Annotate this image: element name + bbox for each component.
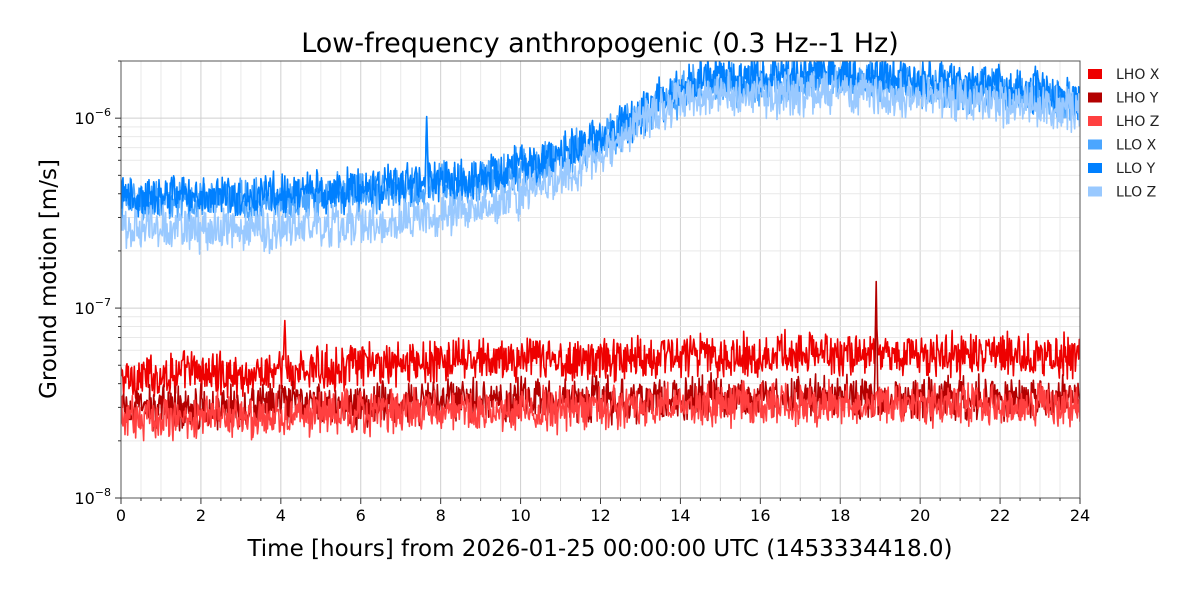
legend-label: LHO Y bbox=[1116, 91, 1159, 107]
x-tick-label: 18 bbox=[830, 506, 850, 525]
legend-swatch bbox=[1088, 116, 1102, 126]
series-line-lho-x bbox=[121, 319, 1080, 399]
y-tick-label: 10−6 bbox=[74, 106, 111, 128]
series-line-lho-z bbox=[121, 378, 1080, 442]
legend-swatch bbox=[1088, 163, 1102, 173]
legend-swatch bbox=[1088, 139, 1102, 150]
x-tick-label: 14 bbox=[670, 506, 690, 525]
series-layer bbox=[121, 61, 1080, 442]
x-tick-label: 16 bbox=[750, 506, 770, 525]
legend-swatch bbox=[1088, 69, 1102, 79]
chart-title: Low-frequency anthropogenic (0.3 Hz--1 H… bbox=[301, 28, 899, 59]
legend-label: LLO Y bbox=[1116, 161, 1156, 177]
legend-swatch bbox=[1088, 92, 1102, 103]
legend-label: LLO X bbox=[1116, 138, 1157, 154]
y-axis-label: Ground motion [m/s] bbox=[36, 159, 62, 399]
y-tick-label: 10−7 bbox=[74, 296, 111, 318]
legend-label: LLO Z bbox=[1116, 185, 1156, 201]
series-line-llo-z bbox=[121, 66, 1080, 255]
y-axis-ticks: 10−8 10−7 10−6 bbox=[74, 60, 121, 508]
x-tick-label: 10 bbox=[510, 506, 530, 525]
series-line-llo-y bbox=[121, 61, 1080, 220]
x-tick-label: 6 bbox=[356, 506, 366, 525]
x-tick-label: 2 bbox=[196, 506, 206, 525]
x-tick-label: 20 bbox=[910, 506, 930, 525]
y-tick-label: 10−8 bbox=[74, 486, 111, 508]
x-tick-label: 4 bbox=[276, 506, 286, 525]
x-axis-ticks: 0 2 4 6 8 10 12 14 16 18 20 22 24 bbox=[116, 498, 1090, 525]
x-tick-label: 8 bbox=[436, 506, 446, 525]
x-tick-label: 12 bbox=[590, 506, 610, 525]
legend-label: LHO Z bbox=[1116, 114, 1159, 130]
x-axis-label: Time [hours] from 2026-01-25 00:00:00 UT… bbox=[246, 536, 952, 562]
x-tick-label: 24 bbox=[1070, 506, 1090, 525]
legend-swatch bbox=[1088, 186, 1102, 197]
x-tick-label: 22 bbox=[990, 506, 1010, 525]
x-tick-label: 0 bbox=[116, 506, 126, 525]
legend: LHO X LHO Y LHO Z LLO X LLO Y LLO Z bbox=[1088, 67, 1160, 201]
legend-label: LHO X bbox=[1116, 67, 1160, 83]
